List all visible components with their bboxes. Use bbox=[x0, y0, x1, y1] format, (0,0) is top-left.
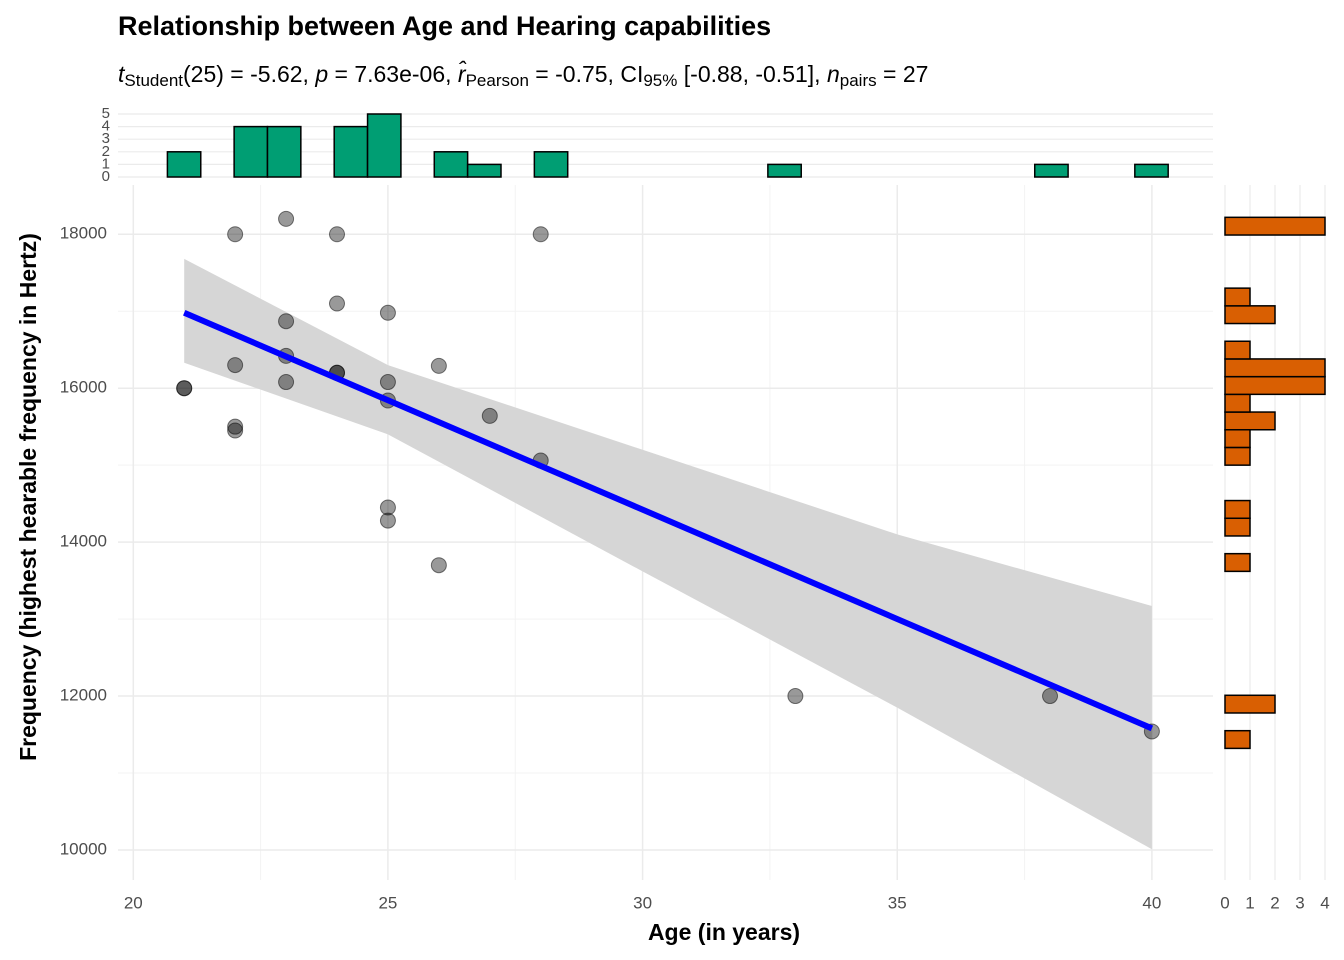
subtitle-part: n bbox=[827, 61, 840, 87]
histogram-bar bbox=[1224, 305, 1276, 325]
histogram-bar bbox=[366, 113, 402, 178]
x-tick-label: 4 bbox=[1320, 893, 1329, 912]
histogram-bar bbox=[333, 125, 369, 178]
histogram-bar bbox=[1224, 429, 1251, 449]
data-point bbox=[1042, 688, 1059, 705]
data-point bbox=[329, 295, 345, 312]
data-point bbox=[227, 357, 244, 374]
subtitle-part: 95% bbox=[643, 71, 677, 90]
histogram-bar bbox=[233, 125, 269, 178]
subtitle-part: = 27 bbox=[877, 61, 929, 87]
y-tick-label: 16000 bbox=[60, 378, 107, 397]
histogram-bar bbox=[1224, 287, 1251, 307]
histogram-bar bbox=[1224, 375, 1326, 396]
regression-line bbox=[183, 310, 1154, 732]
data-point bbox=[481, 407, 498, 424]
subtitle-part: r̂ bbox=[458, 60, 467, 87]
x-tick-label: 30 bbox=[633, 893, 652, 912]
subtitle-part: t bbox=[118, 61, 126, 87]
histogram-bar bbox=[1134, 163, 1169, 178]
data-point bbox=[278, 374, 295, 391]
histogram-bar bbox=[466, 163, 502, 178]
histogram-bar bbox=[1224, 552, 1251, 573]
y-tick-label: 2 bbox=[102, 143, 110, 160]
subtitle-part: Student bbox=[124, 71, 183, 90]
subtitle-part: pairs bbox=[840, 71, 877, 90]
data-point bbox=[379, 499, 396, 516]
x-tick-label: 2 bbox=[1270, 893, 1279, 912]
subtitle-part: Pearson bbox=[466, 71, 529, 90]
subtitle-part: p bbox=[314, 61, 328, 87]
data-point bbox=[379, 374, 396, 391]
x-tick-label: 25 bbox=[378, 893, 397, 912]
histogram-bar bbox=[1224, 358, 1326, 378]
subtitle-part: = 7.63e-06, bbox=[328, 61, 458, 87]
histogram-bar bbox=[1224, 499, 1251, 520]
x-tick-label: 1 bbox=[1245, 893, 1254, 912]
histogram-bar bbox=[266, 125, 302, 178]
data-point bbox=[379, 304, 396, 321]
y-tick-label: 5 bbox=[102, 105, 110, 122]
data-point bbox=[787, 688, 804, 705]
x-tick-label: 3 bbox=[1295, 893, 1304, 912]
chart-subtitle: tStudent(25) = -5.62, p = 7.63e-06, r̂Pe… bbox=[118, 60, 928, 91]
subtitle-part: = -0.75, CI bbox=[529, 61, 643, 87]
y-tick-label: 0 bbox=[102, 168, 110, 185]
y-tick-label: 10000 bbox=[60, 839, 107, 858]
data-point bbox=[430, 557, 447, 574]
data-point bbox=[227, 422, 244, 439]
histogram-bar bbox=[1224, 446, 1251, 466]
subtitle-part: [-0.88, -0.51], bbox=[677, 61, 827, 87]
histogram-bar bbox=[767, 163, 802, 178]
y-axis-label: Frequency (highest hearable frequency in… bbox=[15, 233, 41, 761]
chart-title: Relationship between Age and Hearing cap… bbox=[118, 11, 771, 41]
subtitle-part: (25) = -5.62, bbox=[183, 61, 315, 87]
histogram-bar bbox=[433, 151, 469, 178]
y-tick-label: 18000 bbox=[60, 224, 107, 243]
y-tick-label: 14000 bbox=[60, 532, 107, 551]
histogram-bar bbox=[1224, 216, 1326, 236]
data-point bbox=[278, 313, 295, 330]
x-tick-label: 0 bbox=[1220, 893, 1229, 912]
x-axis-label: Age (in years) bbox=[648, 919, 800, 945]
y-tick-label: 1 bbox=[102, 155, 110, 172]
x-tick-label: 35 bbox=[888, 893, 907, 912]
data-point bbox=[227, 226, 244, 243]
y-tick-label: 3 bbox=[102, 130, 110, 147]
data-point bbox=[532, 226, 549, 243]
confidence-band bbox=[184, 258, 1152, 850]
histogram-bar bbox=[1224, 411, 1276, 431]
histogram-bar bbox=[533, 151, 569, 178]
y-tick-label: 12000 bbox=[60, 686, 107, 705]
histogram-bar bbox=[1224, 340, 1251, 360]
data-point bbox=[278, 210, 295, 227]
data-point bbox=[430, 357, 447, 374]
data-point bbox=[329, 226, 345, 243]
histogram-bar bbox=[1033, 163, 1069, 178]
histogram-bar bbox=[1224, 393, 1251, 413]
x-tick-label: 20 bbox=[124, 893, 143, 912]
data-point bbox=[227, 418, 244, 435]
histogram-bar bbox=[166, 151, 202, 178]
histogram-bar bbox=[1224, 517, 1251, 537]
y-tick-label: 4 bbox=[102, 118, 110, 135]
histogram-bar bbox=[1224, 729, 1251, 750]
data-point bbox=[379, 512, 396, 529]
x-tick-label: 40 bbox=[1142, 893, 1161, 912]
data-point bbox=[176, 380, 193, 397]
histogram-bar bbox=[1224, 694, 1276, 714]
